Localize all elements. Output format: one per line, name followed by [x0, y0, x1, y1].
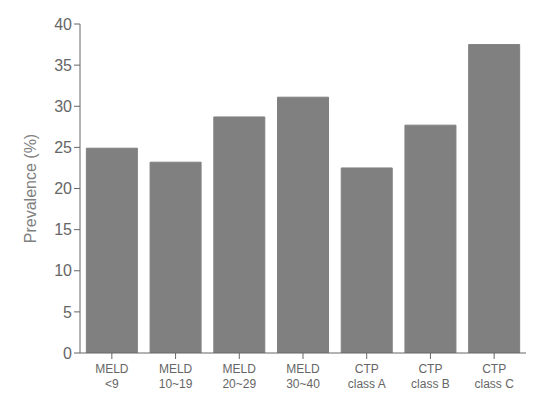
svg-text:CTPclass A: CTPclass A: [348, 362, 386, 391]
svg-text:MELD<9: MELD<9: [95, 362, 129, 391]
svg-text:MELD10~19: MELD10~19: [159, 362, 193, 391]
svg-text:10: 10: [54, 262, 72, 279]
svg-text:Prevalence (%): Prevalence (%): [22, 134, 39, 243]
svg-text:25: 25: [54, 139, 72, 156]
svg-text:20: 20: [54, 180, 72, 197]
svg-text:0: 0: [63, 345, 72, 362]
svg-text:MELD20~29: MELD20~29: [222, 362, 256, 391]
svg-text:35: 35: [54, 57, 72, 74]
svg-text:MELD30~40: MELD30~40: [286, 362, 320, 391]
svg-text:CTPclass C: CTPclass C: [474, 362, 514, 391]
svg-text:CTPclass B: CTPclass B: [411, 362, 450, 391]
svg-text:40: 40: [54, 16, 72, 33]
svg-text:5: 5: [63, 304, 72, 321]
svg-text:30: 30: [54, 98, 72, 115]
svg-text:15: 15: [54, 221, 72, 238]
